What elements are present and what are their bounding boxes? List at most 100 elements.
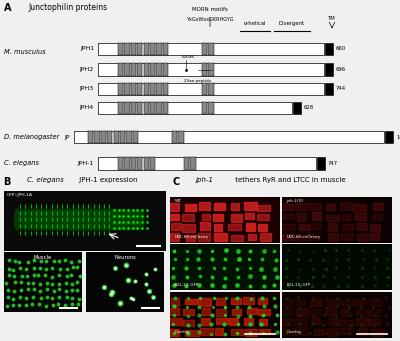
Bar <box>325 307 336 315</box>
Text: 25aa peptide: 25aa peptide <box>184 79 212 83</box>
Bar <box>156 43 162 55</box>
Bar <box>243 297 254 305</box>
Bar <box>171 298 179 306</box>
Bar <box>137 158 142 169</box>
Bar <box>353 204 366 211</box>
Bar <box>260 233 272 241</box>
Bar <box>171 223 181 230</box>
Bar <box>339 328 352 334</box>
Bar <box>144 158 149 169</box>
Ellipse shape <box>140 209 144 230</box>
Text: 628: 628 <box>304 105 314 110</box>
Bar <box>182 224 195 232</box>
Bar <box>244 318 253 325</box>
Bar <box>170 233 179 241</box>
Ellipse shape <box>19 209 24 230</box>
Bar <box>208 83 214 95</box>
Bar <box>131 102 136 114</box>
Text: JPH3: JPH3 <box>80 86 94 91</box>
Text: E169K: E169K <box>182 55 194 59</box>
Bar <box>282 234 294 240</box>
Text: 744: 744 <box>336 86 346 91</box>
Bar <box>137 63 142 76</box>
Bar <box>228 224 241 231</box>
Ellipse shape <box>107 209 116 230</box>
Bar <box>131 158 136 169</box>
Bar <box>183 320 194 326</box>
Bar <box>190 158 196 169</box>
Bar <box>98 102 292 114</box>
Ellipse shape <box>23 209 28 230</box>
Bar <box>114 131 119 144</box>
Bar <box>169 329 179 336</box>
Ellipse shape <box>130 209 136 230</box>
Ellipse shape <box>135 209 140 230</box>
Bar <box>282 213 294 219</box>
Text: C. elegans: C. elegans <box>4 161 39 166</box>
Bar <box>309 203 321 210</box>
Bar <box>198 202 210 210</box>
Bar <box>208 102 214 114</box>
Bar <box>216 309 226 315</box>
Bar <box>342 300 352 306</box>
Bar <box>325 63 333 76</box>
Bar <box>244 213 254 219</box>
Text: 660: 660 <box>336 46 346 51</box>
Bar <box>208 63 214 76</box>
Text: C: C <box>173 177 180 187</box>
Bar <box>163 43 168 55</box>
Bar <box>137 102 142 114</box>
Bar <box>198 233 210 241</box>
Text: jph-1: jph-1 <box>196 177 214 183</box>
Bar <box>124 83 130 95</box>
Ellipse shape <box>46 209 56 230</box>
Ellipse shape <box>98 209 108 230</box>
Bar <box>284 328 295 335</box>
Bar <box>131 83 136 95</box>
Text: JPH2: JPH2 <box>80 67 94 72</box>
Bar <box>202 214 210 220</box>
Bar <box>282 224 295 230</box>
Bar <box>101 131 106 144</box>
Bar <box>356 318 369 325</box>
Bar <box>120 131 125 144</box>
Text: Divergent: Divergent <box>279 21 305 26</box>
Bar <box>198 298 211 306</box>
Text: JP: JP <box>64 135 70 140</box>
Ellipse shape <box>15 209 19 230</box>
Bar <box>296 308 309 316</box>
Bar <box>297 234 309 241</box>
Bar <box>107 131 112 144</box>
Bar <box>231 214 242 222</box>
Bar <box>184 309 194 315</box>
Bar <box>299 224 310 230</box>
Bar <box>144 102 149 114</box>
Bar <box>118 102 123 114</box>
Bar <box>214 224 222 231</box>
Text: YxGxWxxGKRHGYG: YxGxWxxGKRHGYG <box>186 17 234 23</box>
Ellipse shape <box>66 209 79 230</box>
Bar <box>328 233 338 241</box>
Bar <box>297 299 305 306</box>
Text: Neurons: Neurons <box>114 255 136 260</box>
Ellipse shape <box>34 209 42 230</box>
Bar <box>208 43 214 55</box>
Bar <box>247 308 257 314</box>
Bar <box>216 318 228 324</box>
Bar <box>282 309 292 315</box>
Text: jph-1(0): jph-1(0) <box>286 199 304 203</box>
Bar <box>314 329 324 335</box>
Bar <box>172 131 177 144</box>
Bar <box>94 131 100 144</box>
Bar <box>156 83 162 95</box>
Bar <box>178 131 184 144</box>
Text: Muscle: Muscle <box>34 255 52 260</box>
Bar <box>294 318 306 325</box>
Bar <box>170 204 179 211</box>
Bar <box>328 223 337 231</box>
Bar <box>202 102 207 114</box>
Bar <box>284 299 293 306</box>
Bar <box>370 233 379 240</box>
Bar <box>355 213 366 220</box>
Bar <box>169 318 182 325</box>
